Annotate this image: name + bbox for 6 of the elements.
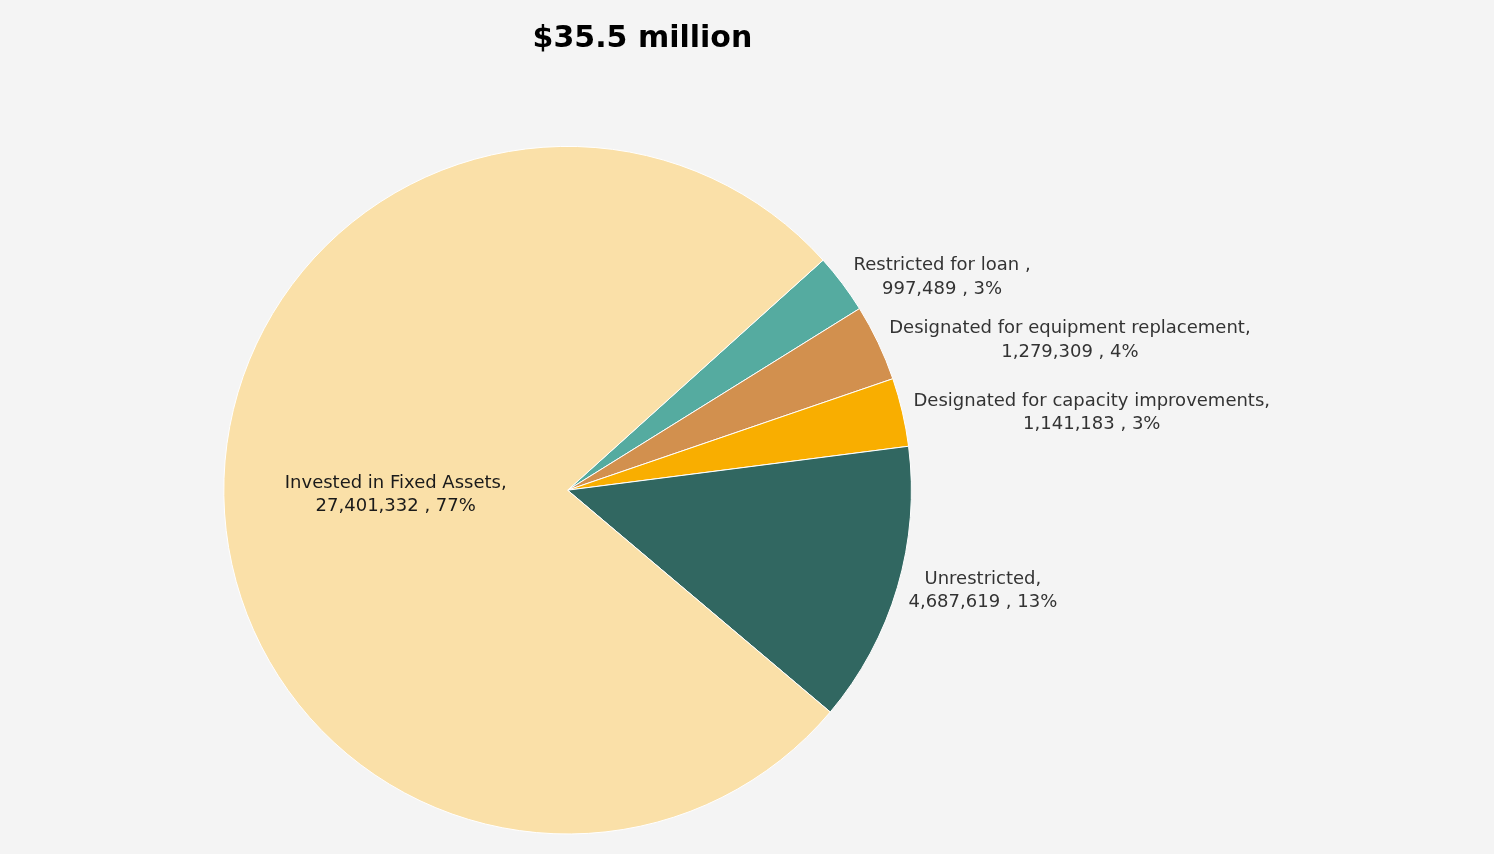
slice-label: Designated for capacity improvements, 1,141,183 , 3% bbox=[913, 388, 1271, 434]
slice-label: Designated for equipment replacement, 1,279,309 , 4% bbox=[889, 316, 1251, 361]
slice-label: Invested in Fixed Assets, 27,401,332 , 77% bbox=[284, 470, 507, 516]
slice-label: Unrestricted, 4,687,619 , 13% bbox=[908, 566, 1058, 612]
slice-label: Restricted for loan , 997,489 , 3% bbox=[853, 253, 1031, 298]
chart-title: $35.5 million bbox=[532, 18, 753, 54]
